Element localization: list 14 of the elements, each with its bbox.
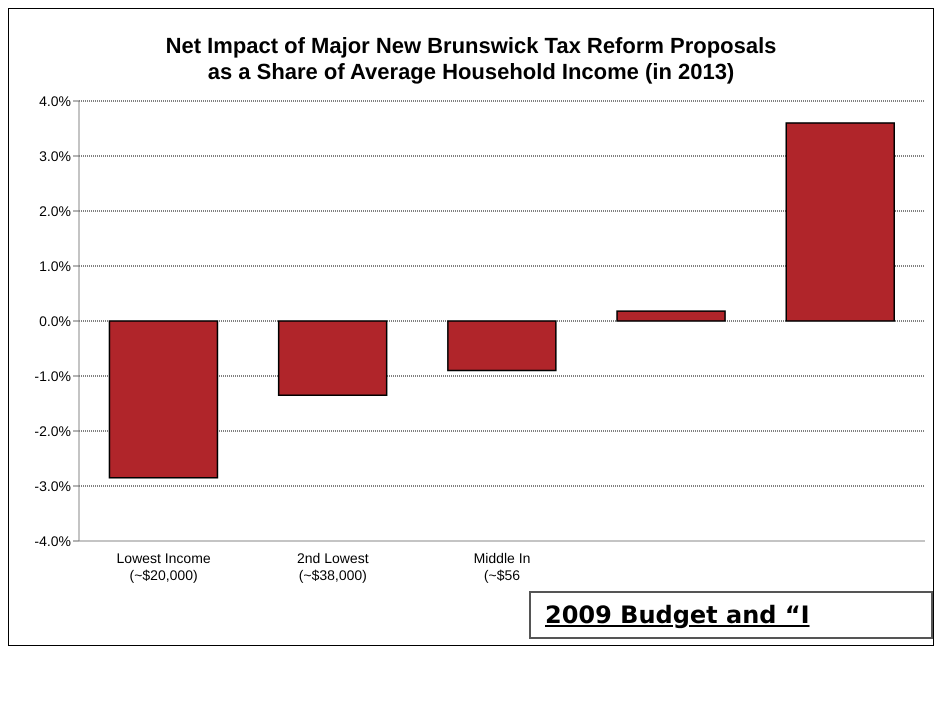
x-tick-label: Middle In (~$56: [474, 550, 530, 583]
y-tick-label: -1.0%: [34, 368, 71, 384]
x-tick-label: 2nd Lowest (~$38,000): [296, 550, 369, 583]
chart-title: Net Impact of Major New Brunswick Tax Reform Proposals as a Share of Average Household Income (in 2013): [164, 32, 778, 86]
y-tick-label: 1.0%: [39, 258, 71, 274]
y-tick-label: 3.0%: [39, 148, 71, 164]
text: 2009 Budget and “I: [529, 591, 933, 639]
y-tick-label: -3.0%: [34, 478, 71, 494]
y-tick-label: 0.0%: [39, 312, 71, 329]
y-tick-label: 2.0%: [39, 202, 71, 219]
x-tick-label: Lowest Income (~$20,000): [116, 550, 211, 583]
y-tick-label: -2.0%: [34, 422, 71, 439]
y-tick-label: 4.0%: [39, 92, 71, 109]
y-tick-label: -4.0%: [34, 532, 71, 549]
